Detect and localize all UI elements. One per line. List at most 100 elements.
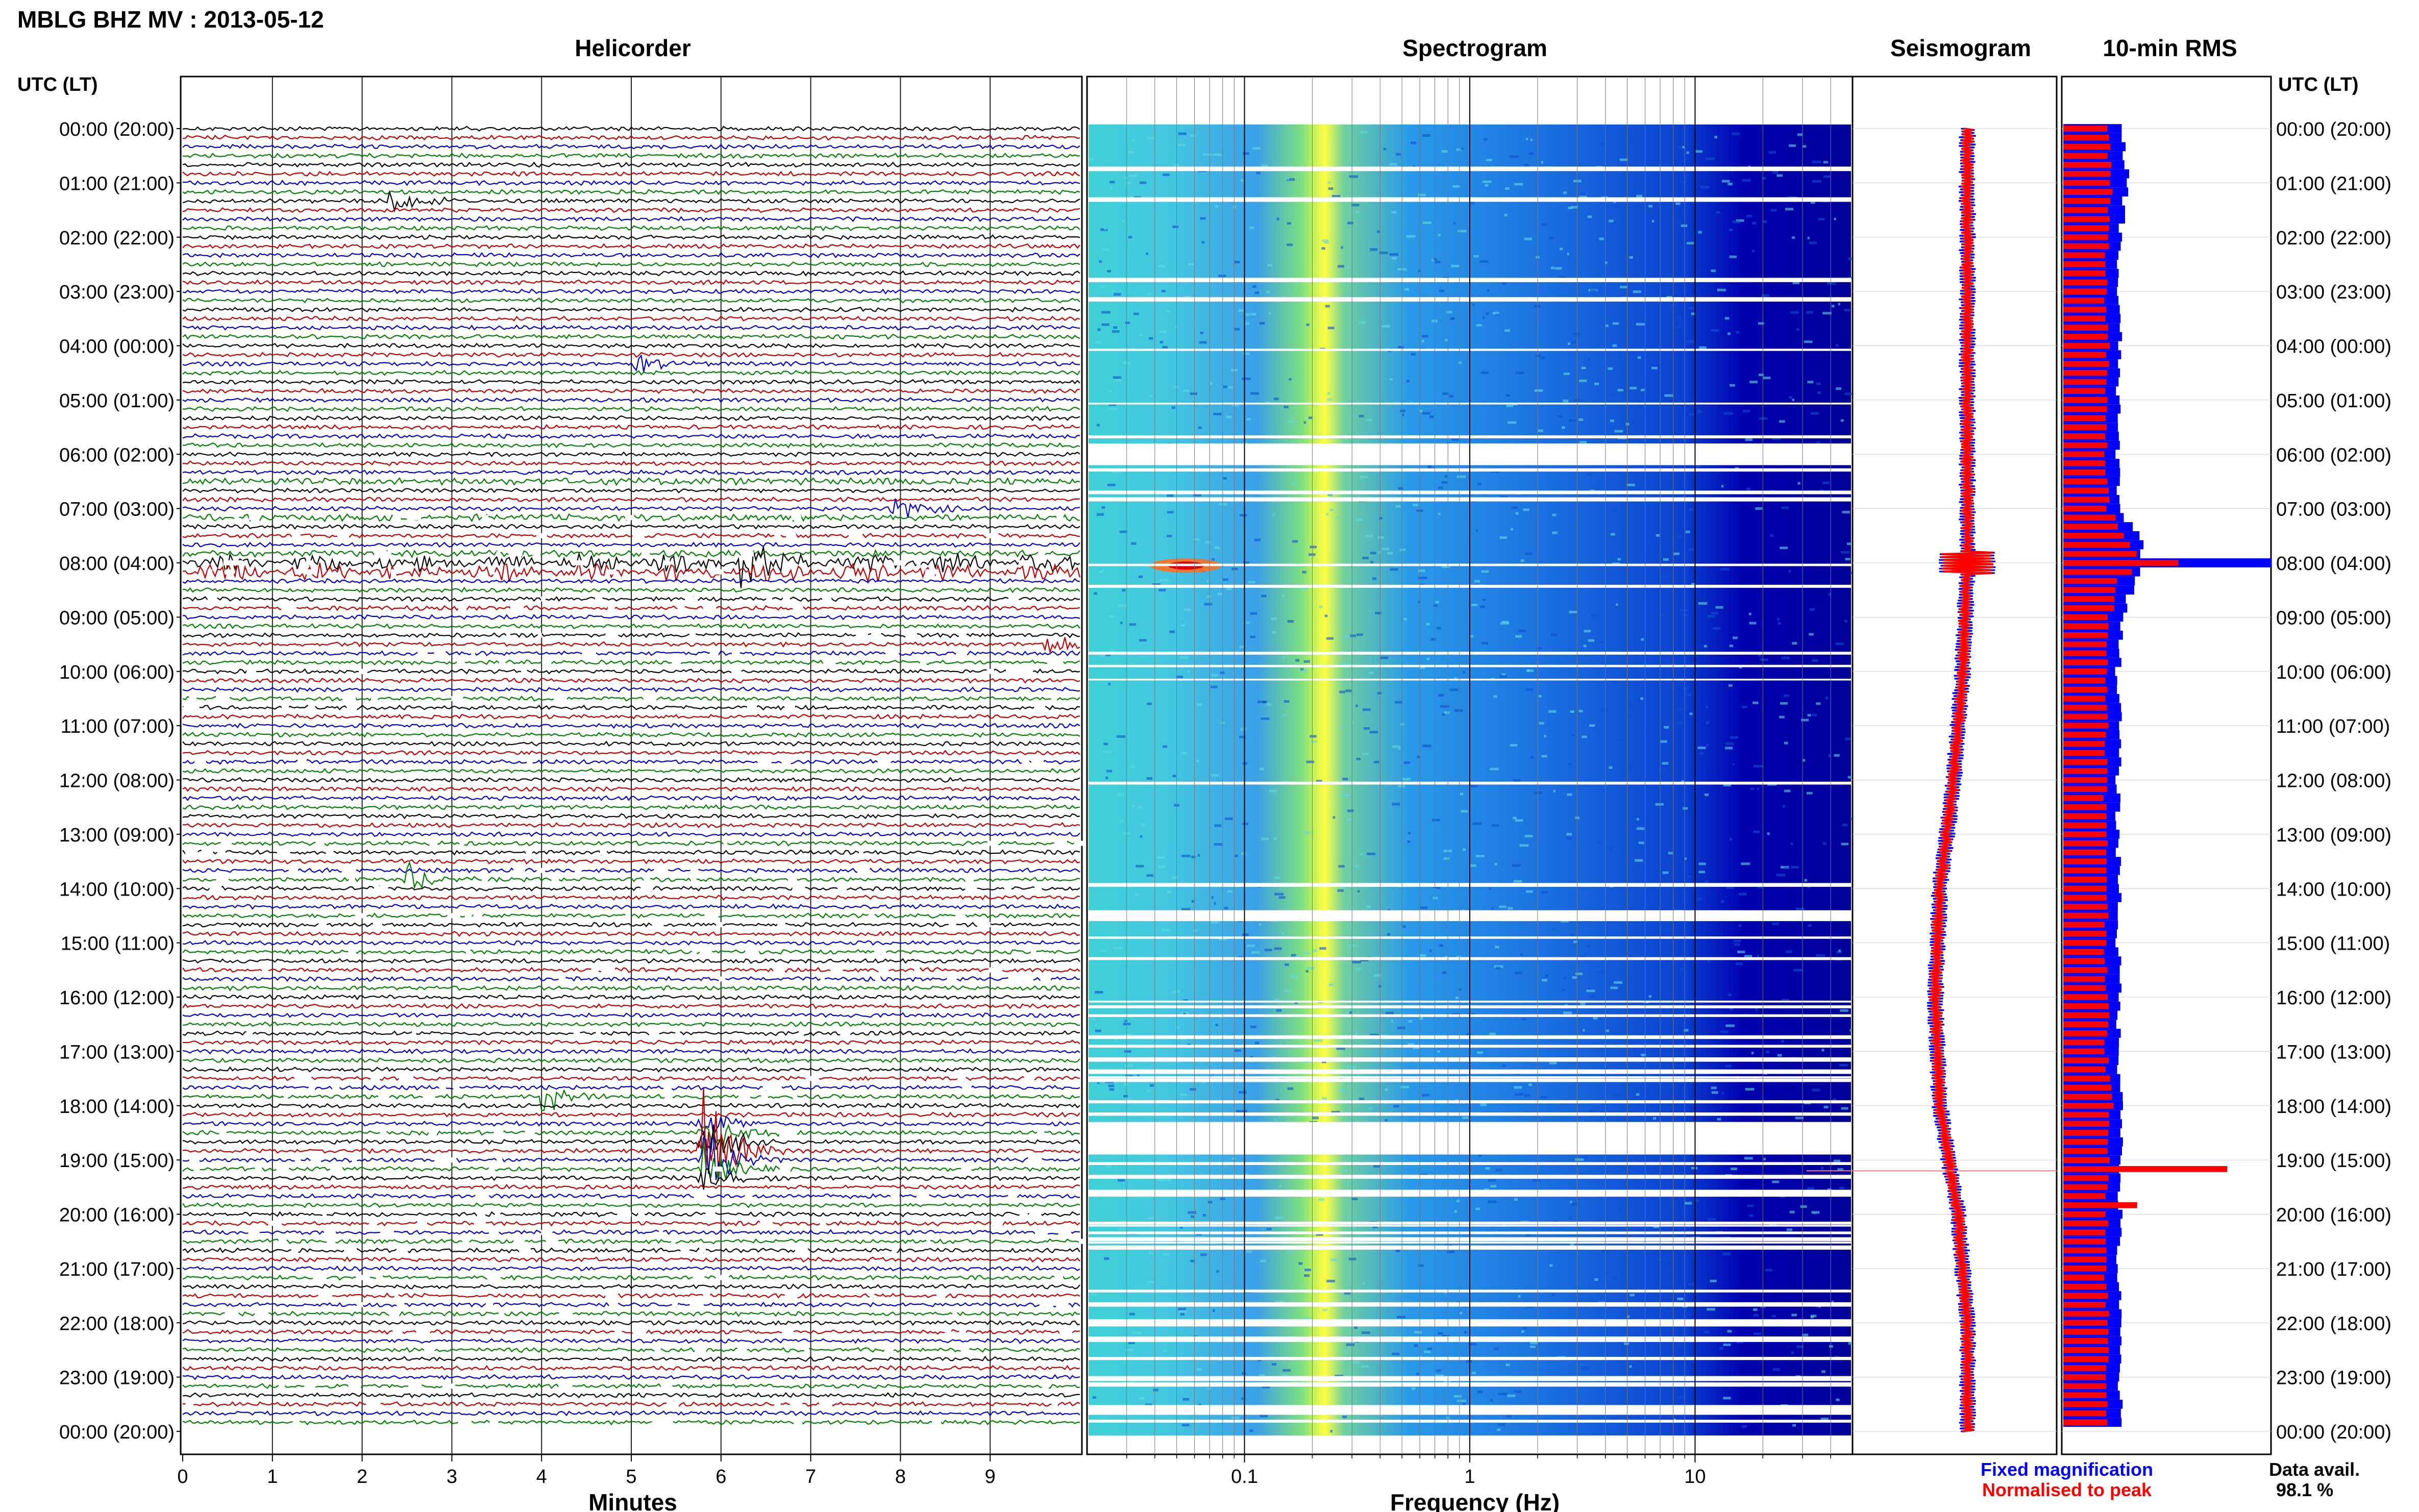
spectrogram-speckle bbox=[1457, 955, 1462, 958]
time-label-right: 01:00 (21:00) bbox=[2276, 173, 2391, 194]
rms-normalised-bar bbox=[2063, 126, 2108, 132]
helicorder-gap bbox=[609, 1302, 618, 1307]
helicorder-gap bbox=[223, 560, 231, 565]
spectrogram-speckle bbox=[1141, 824, 1145, 827]
spectrogram-speckle bbox=[1097, 424, 1100, 427]
spectrogram-speckle bbox=[1327, 327, 1335, 330]
spectrogram-speckle bbox=[1240, 514, 1247, 517]
spectrogram-speckle bbox=[1816, 702, 1821, 705]
helicorder-gap bbox=[1029, 1211, 1042, 1217]
spectrogram-speckle bbox=[1433, 258, 1437, 261]
spectrogram-speckle bbox=[1172, 876, 1178, 879]
helicorder-gap bbox=[294, 1076, 308, 1081]
helicorder-gap bbox=[327, 1238, 336, 1244]
spectrogram-speckle bbox=[1816, 954, 1825, 957]
time-label-left: 04:00 (00:00) bbox=[59, 336, 175, 358]
helicorder-gap bbox=[424, 1347, 435, 1353]
spectrogram-speckle bbox=[1138, 806, 1143, 809]
spectrogram-speckle bbox=[1360, 131, 1368, 134]
helicorder-gap bbox=[1008, 596, 1019, 602]
spectrogram-speckle bbox=[1723, 783, 1732, 786]
spectrogram-speckle bbox=[1691, 1167, 1698, 1170]
spectrogram-speckle bbox=[1526, 1233, 1531, 1236]
spectrogram-speckle bbox=[1381, 548, 1390, 551]
spectrogram-speckle bbox=[1303, 421, 1306, 424]
rms-normalised-bar bbox=[2063, 1401, 2108, 1407]
spectrogram-speckle bbox=[1717, 288, 1726, 291]
spectrogram-speckle bbox=[1515, 972, 1523, 975]
rms-normalised-bar bbox=[2063, 840, 2108, 847]
helicorder-trace bbox=[182, 966, 1080, 973]
helicorder-xlabel: Minutes bbox=[588, 1489, 677, 1512]
spectrogram-speckle bbox=[1828, 593, 1832, 596]
spectrogram-speckle bbox=[1641, 1053, 1646, 1056]
spectrogram-speckle bbox=[1839, 1063, 1848, 1067]
spectrogram-speckle bbox=[1584, 630, 1591, 633]
spectrogram-speckle bbox=[1233, 1049, 1241, 1052]
spectrogram-speckle bbox=[1108, 615, 1116, 618]
helicorder-gap bbox=[920, 660, 927, 665]
spectrogram-speckle bbox=[1124, 1050, 1131, 1053]
spectrogram-speckle bbox=[1146, 136, 1154, 139]
spectrogram-speckle bbox=[1823, 1106, 1829, 1109]
spectrogram-speckle bbox=[1792, 399, 1794, 402]
spectrogram-speckle bbox=[1418, 1264, 1424, 1267]
spectrogram-speckle bbox=[1124, 1083, 1128, 1086]
spectrogram-speckle bbox=[1217, 592, 1223, 596]
helicorder-trace bbox=[182, 895, 1080, 901]
spectrogram-speckle bbox=[1589, 995, 1596, 998]
helicorder-gap bbox=[318, 922, 327, 928]
spectrogram-speckle bbox=[1710, 1279, 1717, 1282]
helicorder-gap bbox=[779, 1166, 791, 1172]
spectrogram-speckle bbox=[1635, 1153, 1638, 1156]
spectrogram-speckle bbox=[1372, 577, 1376, 580]
spectrogram-speckle bbox=[1629, 256, 1634, 259]
spectrogram-speckle bbox=[1619, 354, 1622, 357]
time-label-right: 00:00 (20:00) bbox=[2276, 1422, 2391, 1443]
helicorder-trace bbox=[182, 397, 1080, 403]
spectrogram-speckle bbox=[1820, 1418, 1829, 1421]
spectrogram-speckle bbox=[1606, 1029, 1610, 1032]
helicorder-gap bbox=[625, 913, 631, 919]
spectrogram-speckle bbox=[1724, 317, 1730, 320]
utc-label-right: UTC (LT) bbox=[2278, 74, 2359, 95]
spectrogram-speckle bbox=[1101, 311, 1110, 314]
spectrogram-speckle bbox=[1131, 139, 1136, 142]
spectrogram-speckle bbox=[1540, 356, 1545, 359]
rms-normalised-bar bbox=[2063, 1356, 2109, 1362]
spectrogram-speckle bbox=[1278, 896, 1286, 899]
helicorder-gap bbox=[766, 596, 773, 602]
spectrogram-speckle bbox=[1729, 384, 1735, 387]
spectrogram-speckle bbox=[1402, 778, 1411, 781]
spectrogram-speckle bbox=[1626, 483, 1635, 486]
spectrogram-speckle bbox=[1146, 252, 1148, 255]
time-label-right: 15:00 (11:00) bbox=[2276, 933, 2390, 955]
spectrogram-speckle bbox=[1837, 1168, 1844, 1171]
spectrogram-speckle bbox=[1841, 842, 1849, 846]
spectrogram-speckle bbox=[1271, 617, 1277, 621]
spectrogram-speckle bbox=[1664, 394, 1673, 397]
spectrogram-speckle bbox=[1744, 1157, 1753, 1160]
spectrogram-speckle bbox=[1224, 907, 1228, 910]
spectrogram-speckle bbox=[1621, 1257, 1626, 1260]
spectrogram-speckle bbox=[1274, 947, 1282, 950]
rms-normalised-bar bbox=[2063, 1329, 2108, 1335]
spectrogram-speckle bbox=[1668, 714, 1671, 717]
spectrogram-speckle bbox=[1479, 605, 1485, 608]
spectrogram-speckle bbox=[1279, 1184, 1282, 1187]
spectrogram-speckle bbox=[1482, 316, 1485, 319]
spectrogram-speckle bbox=[1377, 230, 1380, 233]
helicorder-gap bbox=[680, 1248, 690, 1253]
spectrogram-speckle bbox=[1570, 1243, 1574, 1246]
spectrogram-speckle bbox=[1291, 954, 1297, 957]
helicorder-gap bbox=[465, 949, 471, 955]
spectrogram-speckle bbox=[1697, 409, 1701, 412]
spectrogram-speckle bbox=[1095, 341, 1102, 344]
spectrogram-speckle bbox=[1408, 832, 1411, 835]
spectrogram-speckle bbox=[1266, 290, 1270, 293]
helicorder-gap bbox=[654, 1347, 661, 1353]
spectrogram-speckle bbox=[1636, 194, 1643, 197]
rms-normalised-bar bbox=[2063, 551, 2137, 557]
helicorder-gap bbox=[392, 515, 401, 520]
spectrogram-speckle bbox=[1167, 890, 1172, 894]
